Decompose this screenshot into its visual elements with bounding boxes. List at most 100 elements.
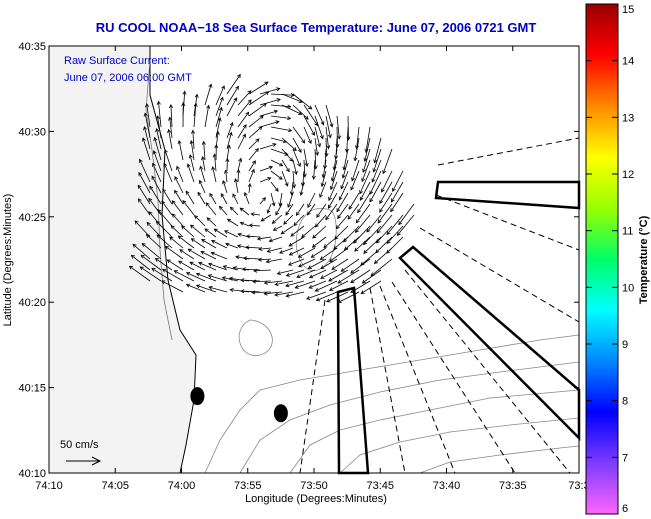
current-vector-head xyxy=(276,271,282,276)
current-vector-head xyxy=(379,199,384,205)
buoy-marker xyxy=(190,387,205,406)
current-vector-head xyxy=(241,267,246,272)
current-vector-head xyxy=(171,200,176,205)
current-vector xyxy=(191,238,206,249)
current-vector xyxy=(202,156,206,172)
current-vector xyxy=(270,159,283,167)
current-vector-head xyxy=(145,234,151,239)
bathymetry-contours xyxy=(204,208,580,474)
current-vector-head xyxy=(155,220,160,225)
current-vector-head xyxy=(208,83,213,88)
current-vector xyxy=(363,225,382,245)
current-vector-head xyxy=(280,230,285,235)
current-vector-head xyxy=(169,103,174,109)
current-vector xyxy=(359,170,371,194)
current-vector xyxy=(270,181,279,192)
current-vector-head xyxy=(350,279,355,284)
current-vector-head xyxy=(156,100,161,105)
current-vector xyxy=(270,126,292,132)
current-vector-head xyxy=(193,102,198,107)
current-vector xyxy=(140,254,162,271)
current-vector xyxy=(328,181,338,201)
current-vector xyxy=(237,124,247,139)
current-vector xyxy=(360,247,382,266)
current-vector xyxy=(226,132,232,150)
current-vector-head xyxy=(213,228,218,233)
current-vector-head xyxy=(272,227,278,231)
current-vector xyxy=(337,269,360,284)
current-vector-head xyxy=(155,127,160,133)
current-vector xyxy=(269,236,283,242)
current-vector xyxy=(365,126,371,153)
current-vector-head xyxy=(204,228,209,233)
current-vector-head xyxy=(138,158,143,163)
current-vector-head xyxy=(285,211,290,216)
current-vector xyxy=(316,291,338,301)
current-vector xyxy=(152,163,162,183)
current-vector-head xyxy=(223,169,228,174)
current-vector xyxy=(257,236,272,240)
colorbar-tick-label: 13 xyxy=(622,112,634,124)
current-vector-head xyxy=(248,223,253,228)
current-vector-head xyxy=(311,243,316,248)
current-vector-head xyxy=(206,217,211,222)
current-vector-head xyxy=(245,234,251,239)
current-vector xyxy=(315,280,338,292)
current-vector-head xyxy=(219,96,224,101)
current-vector-head xyxy=(185,283,191,288)
x-tick-label: 73:35 xyxy=(499,480,527,492)
current-vector xyxy=(369,181,382,203)
current-vector-head xyxy=(258,246,263,251)
current-vector xyxy=(325,203,338,220)
current-vector xyxy=(379,192,393,213)
current-vector xyxy=(281,170,288,187)
current-vector xyxy=(248,138,260,150)
current-vector xyxy=(296,203,305,216)
current-vector-head xyxy=(319,256,324,260)
current-vector xyxy=(251,291,272,293)
current-vector xyxy=(237,99,252,117)
current-vector xyxy=(237,112,249,128)
current-vector-head xyxy=(307,265,312,269)
current-vector-head xyxy=(208,285,213,290)
current-vector xyxy=(186,284,206,293)
current-vector-head xyxy=(157,209,162,214)
x-axis-label: Longitude (Degrees:Minutes) xyxy=(245,493,387,505)
current-vector-head xyxy=(240,289,245,294)
current-vector-head xyxy=(267,177,272,181)
current-vector xyxy=(351,159,360,181)
current-vector xyxy=(281,137,297,151)
current-vector xyxy=(386,225,404,244)
current-vector xyxy=(381,170,393,193)
current-vector xyxy=(259,88,280,95)
current-vector xyxy=(354,137,360,161)
current-vector xyxy=(209,193,217,205)
current-vector-head xyxy=(336,135,342,140)
current-vector xyxy=(240,222,250,227)
current-vector xyxy=(281,104,302,115)
current-vector xyxy=(314,137,318,156)
current-vector-head xyxy=(162,188,166,193)
current-vector xyxy=(277,269,294,275)
current-vector xyxy=(240,290,261,293)
current-vector-head xyxy=(323,244,328,249)
current-vector-head xyxy=(304,115,309,120)
current-vector xyxy=(134,220,151,238)
current-vector-head xyxy=(236,244,242,249)
current-vector xyxy=(295,280,316,289)
current-vector xyxy=(204,84,212,106)
current-vector xyxy=(165,246,184,260)
current-vector xyxy=(353,225,371,244)
current-vector xyxy=(290,225,305,237)
current-vector-head xyxy=(337,299,342,303)
current-vector xyxy=(161,201,173,216)
current-vector xyxy=(248,81,269,95)
current-vector xyxy=(301,225,316,238)
current-vector xyxy=(211,240,228,249)
current-vector-head xyxy=(329,123,334,128)
current-vector-head xyxy=(359,196,364,201)
current-vector xyxy=(267,203,272,214)
current-vector-head xyxy=(188,154,193,159)
current-vector xyxy=(161,280,184,293)
current-vector-head xyxy=(372,168,377,173)
